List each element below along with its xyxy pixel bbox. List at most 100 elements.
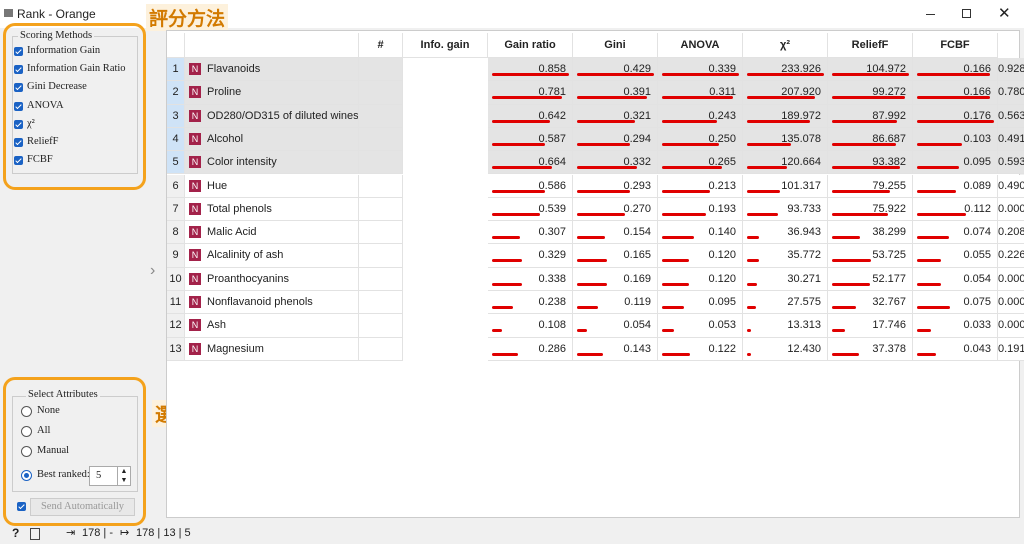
column-header[interactable]: # [359, 33, 403, 58]
row-index: 5 [167, 151, 185, 175]
row-name-cell[interactable]: N Total phenols [185, 197, 359, 222]
restore-button[interactable] [962, 9, 971, 18]
score-cell: 0.429 [573, 58, 658, 82]
method-checkbox[interactable] [14, 65, 23, 75]
help-icon[interactable]: ? [12, 526, 20, 540]
score-cell: 0.293 [573, 174, 658, 198]
type-icon: N [189, 179, 201, 192]
score-cell: 0.928 [998, 58, 1024, 82]
column-header[interactable]: χ² [743, 33, 828, 58]
row-name-cell[interactable]: N Nonflavanoid phenols [185, 291, 359, 315]
column-header[interactable]: ANOVA [658, 33, 743, 58]
best-ranked-spin[interactable]: 5 ▲ ▼ [89, 466, 131, 486]
score-bar [832, 352, 860, 356]
score-cell: 0.593 [998, 151, 1024, 175]
send-button[interactable]: Send Automatically [30, 498, 135, 516]
option-label: None [37, 405, 60, 416]
score-cell: 0.586 [488, 174, 573, 198]
column-header[interactable]: Gini [573, 33, 658, 58]
score-bar [832, 73, 909, 76]
column-header[interactable]: Info. gain [403, 33, 488, 58]
option-radio[interactable] [21, 426, 32, 437]
score-cell: 0.321 [573, 104, 658, 128]
option-radio[interactable] [21, 470, 32, 481]
auto-send-checkbox[interactable] [17, 502, 26, 511]
score-cell: 0.329 [488, 244, 573, 268]
score-bar [662, 142, 719, 146]
score-cell: 87.992 [828, 104, 913, 128]
method-checkbox[interactable] [14, 119, 23, 129]
empty-cell [359, 291, 403, 315]
type-icon: N [189, 156, 201, 169]
method-checkbox[interactable] [14, 101, 23, 111]
score-bar [492, 236, 520, 240]
row-name-cell[interactable]: N Malic Acid [185, 221, 359, 245]
row-name-cell[interactable]: N Magnesium [185, 337, 359, 361]
row-name-cell[interactable]: N Color intensity [185, 151, 359, 175]
score-cell: 101.317 [743, 174, 828, 198]
method-label: ANOVA [27, 99, 64, 111]
row-name-cell[interactable]: N Ash [185, 314, 359, 338]
method-checkbox[interactable] [14, 83, 23, 93]
score-cell: 0.664 [488, 151, 573, 175]
minimize-button[interactable] [926, 14, 935, 15]
score-cell: 0.000 [998, 267, 1024, 291]
score-cell: 0.250 [658, 127, 743, 152]
row-name-cell[interactable]: N Flavanoids [185, 58, 359, 82]
score-bar [662, 96, 733, 100]
attribute-name: Flavanoids [207, 63, 261, 75]
score-cell: 0.858 [488, 58, 573, 82]
score-bar [747, 73, 824, 76]
score-bar [492, 212, 541, 216]
spin-arrows[interactable]: ▲ ▼ [117, 467, 130, 485]
column-header[interactable]: ReliefF [828, 33, 913, 58]
score-cell: 0.563 [998, 104, 1024, 128]
column-header[interactable]: Gain ratio [488, 33, 573, 58]
score-cell: 0.191 [998, 337, 1024, 361]
collapse-arrow[interactable]: › [150, 262, 156, 279]
score-bar [832, 259, 872, 263]
method-checkbox[interactable] [14, 156, 23, 166]
score-cell: 0.033 [913, 314, 998, 338]
score-bar [747, 306, 757, 309]
score-bar [747, 166, 787, 170]
score-cell: 17.746 [828, 314, 913, 338]
score-bar [492, 352, 518, 356]
score-cell: 35.772 [743, 244, 828, 268]
score-cell: 0.000 [998, 314, 1024, 338]
score-bar [747, 96, 816, 100]
column-header[interactable]: FCBF [913, 33, 998, 58]
score-cell: 0.243 [658, 104, 743, 128]
highlight-select [3, 377, 146, 526]
score-bar [832, 166, 901, 170]
row-name-cell[interactable]: N Proanthocyanins [185, 267, 359, 291]
row-index: 13 [167, 337, 185, 361]
score-cell: 0.169 [573, 267, 658, 291]
score-bar [832, 306, 857, 309]
corner-header [167, 33, 185, 58]
report-icon[interactable] [30, 528, 40, 540]
row-name-cell[interactable]: N Hue [185, 174, 359, 198]
attribute-name: OD280/OD315 of diluted wines [207, 109, 359, 122]
score-cell: 0.112 [913, 197, 998, 222]
method-checkbox[interactable] [14, 138, 23, 147]
score-bar [577, 142, 630, 146]
method-checkbox[interactable] [14, 47, 23, 56]
score-bar [917, 119, 994, 123]
row-name-cell[interactable]: N Proline [185, 81, 359, 105]
row-name-cell[interactable]: N Alcohol [185, 127, 359, 152]
option-radio[interactable] [21, 446, 32, 457]
score-bar [832, 119, 897, 123]
row-index: 12 [167, 314, 185, 338]
score-cell: 0.122 [658, 337, 743, 361]
score-bar [832, 282, 871, 286]
attribute-name: Magnesium [207, 342, 264, 355]
score-cell: 0.270 [573, 197, 658, 222]
row-name-cell[interactable]: N Alcalinity of ash [185, 244, 359, 268]
option-radio[interactable] [21, 406, 32, 417]
score-cell: 0.043 [913, 337, 998, 361]
score-bar [747, 329, 752, 333]
row-name-cell[interactable]: N OD280/OD315 of diluted wines [185, 104, 359, 128]
close-button[interactable]: ✕ [998, 5, 1011, 22]
